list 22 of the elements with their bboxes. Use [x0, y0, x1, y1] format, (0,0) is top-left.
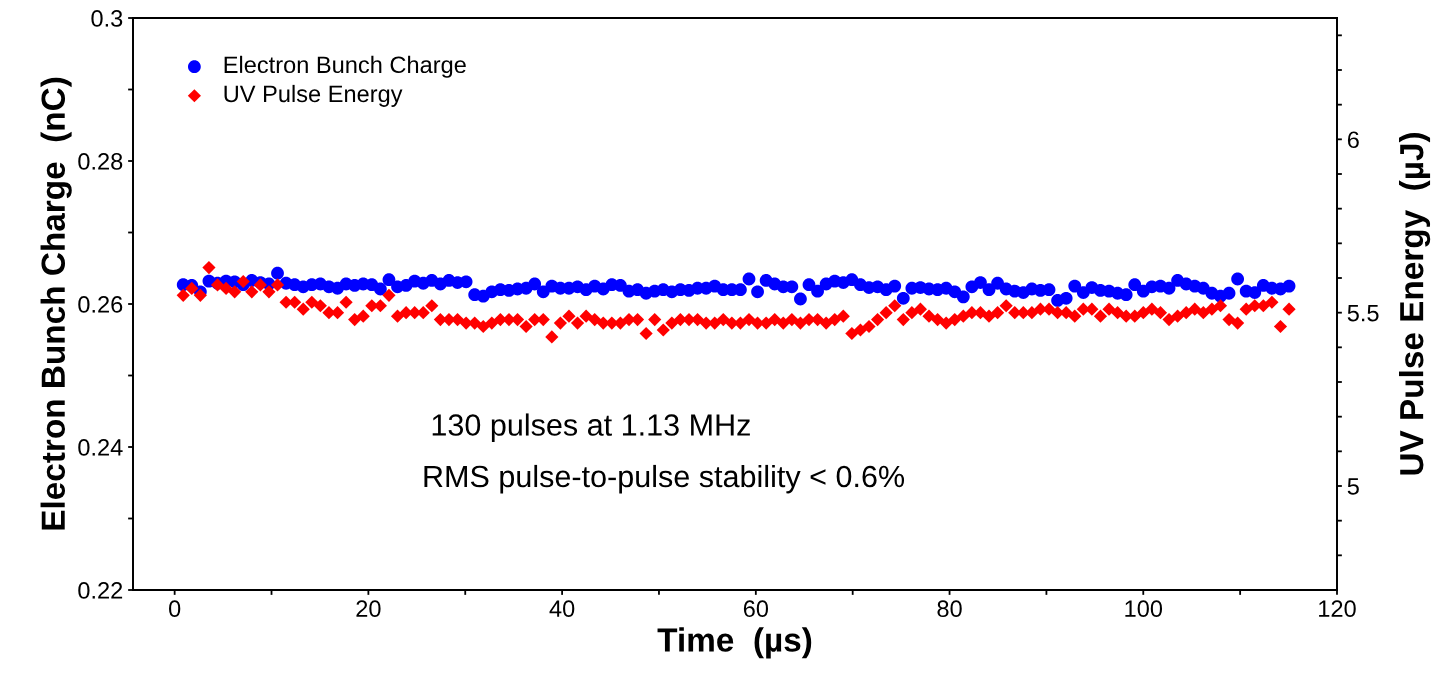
x-tick-label: 0	[169, 600, 181, 618]
y2-axis-title: UV Pulse Energy (µJ)	[1398, 133, 1431, 475]
x-tick-label: 40	[549, 600, 575, 618]
y2-tick-label: 5.5	[1347, 304, 1379, 322]
y-tick-label: 0.3	[91, 10, 123, 27]
annotation: 130 pulses at 1.13 MHz	[432, 413, 750, 442]
annotation: RMS pulse-to-pulse stability < 0.6%	[424, 464, 905, 494]
y-tick-label: 0.22	[78, 582, 123, 599]
y-tick-label: 0.24	[78, 439, 123, 456]
y-axis-title: Electron Bunch Charge (nC)	[40, 77, 72, 530]
x-tick-label: 120	[1319, 600, 1356, 618]
x-tick-label: 80	[937, 600, 962, 618]
x-tick-label: 100	[1125, 600, 1163, 618]
y2-tick-label: 6	[1347, 131, 1359, 149]
y-tick-label: 0.28	[78, 153, 123, 170]
y-tick-label: 0.26	[78, 296, 123, 313]
legend-label: UV Pulse Energy	[224, 84, 403, 107]
x-tick-label: 20	[356, 600, 381, 618]
legend-label: Electron Bunch Charge	[224, 55, 466, 78]
x-tick-label: 60	[743, 600, 769, 618]
y2-tick-label: 5	[1347, 478, 1359, 495]
x-axis-title: Time (µs)	[657, 627, 812, 659]
